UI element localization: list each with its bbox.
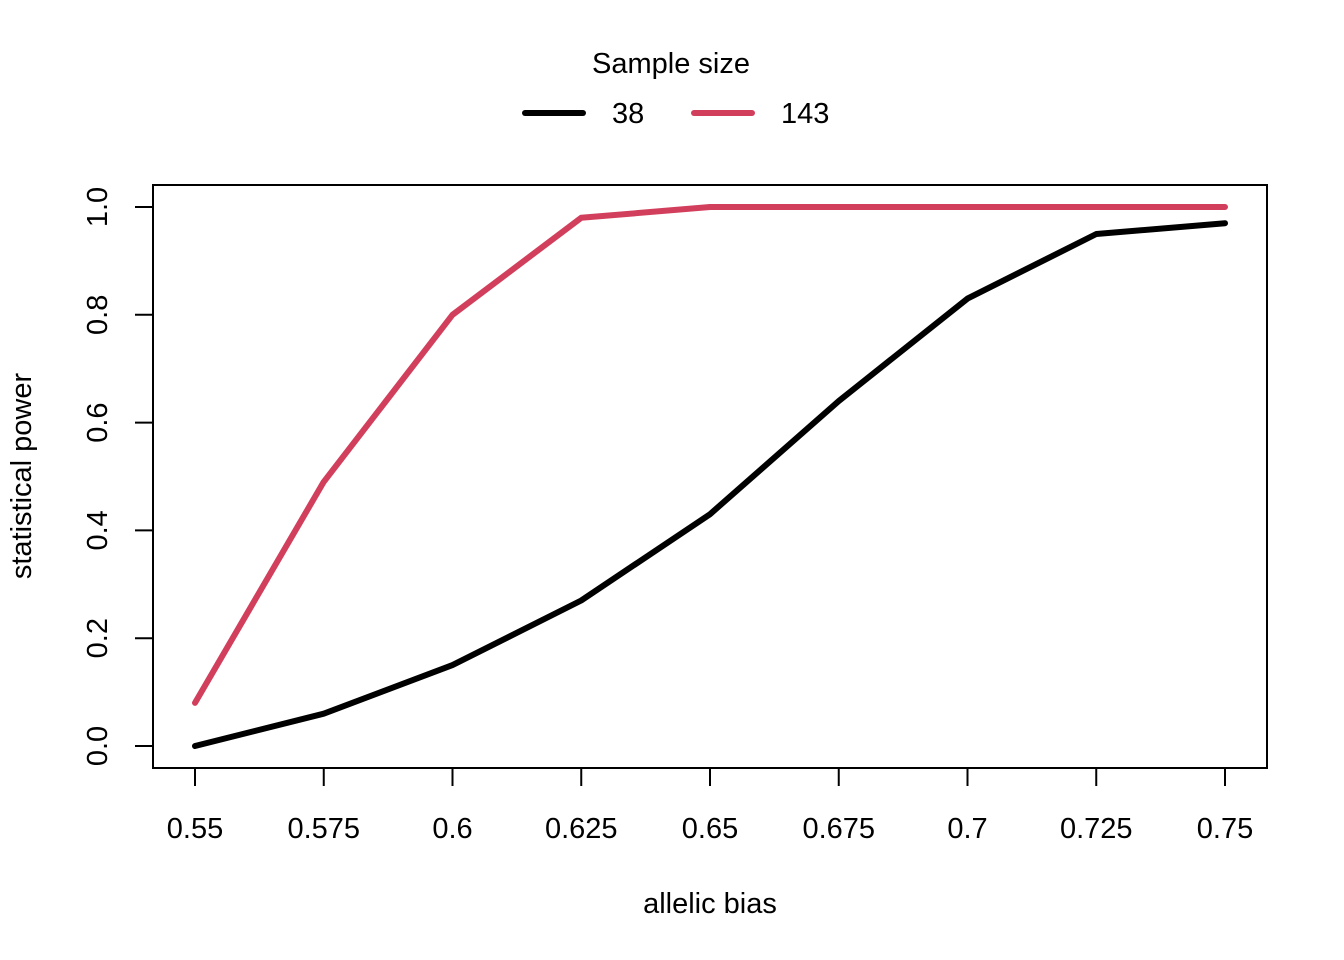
x-axis: 0.55 0.575 0.6 0.625 0.65 0.675 0.7 0.725 0.75 <box>167 767 1253 845</box>
legend-label-143: 143 <box>781 98 829 130</box>
x-tick-label: 0.675 <box>802 813 875 845</box>
x-axis-title: allelic bias <box>643 888 777 920</box>
y-axis: 0.0 0.2 0.4 0.6 0.8 1.0 <box>82 187 154 766</box>
y-axis-title: statistical power <box>6 373 38 580</box>
legend-title: Sample size <box>592 48 750 80</box>
y-tick-label: 1.0 <box>82 187 114 227</box>
x-tick-label: 0.55 <box>167 813 223 845</box>
y-tick-label: 0.6 <box>82 402 114 442</box>
legend-items: 38 143 <box>522 98 829 130</box>
x-tick-label: 0.65 <box>682 813 738 845</box>
y-tick-label: 0.0 <box>82 726 114 766</box>
x-tick-label: 0.725 <box>1060 813 1133 845</box>
x-tick-label: 0.625 <box>545 813 618 845</box>
x-tick-label: 0.7 <box>947 813 987 845</box>
legend-label-38: 38 <box>612 98 644 130</box>
x-tick-label: 0.575 <box>287 813 360 845</box>
series-layer <box>192 204 1228 749</box>
y-tick-label: 0.8 <box>82 295 114 335</box>
y-tick-label: 0.2 <box>82 618 114 658</box>
y-tick-label: 0.4 <box>82 510 114 550</box>
legend: Sample size 38 143 <box>522 48 829 130</box>
x-tick-label: 0.75 <box>1197 813 1253 845</box>
x-tick-label: 0.6 <box>432 813 472 845</box>
